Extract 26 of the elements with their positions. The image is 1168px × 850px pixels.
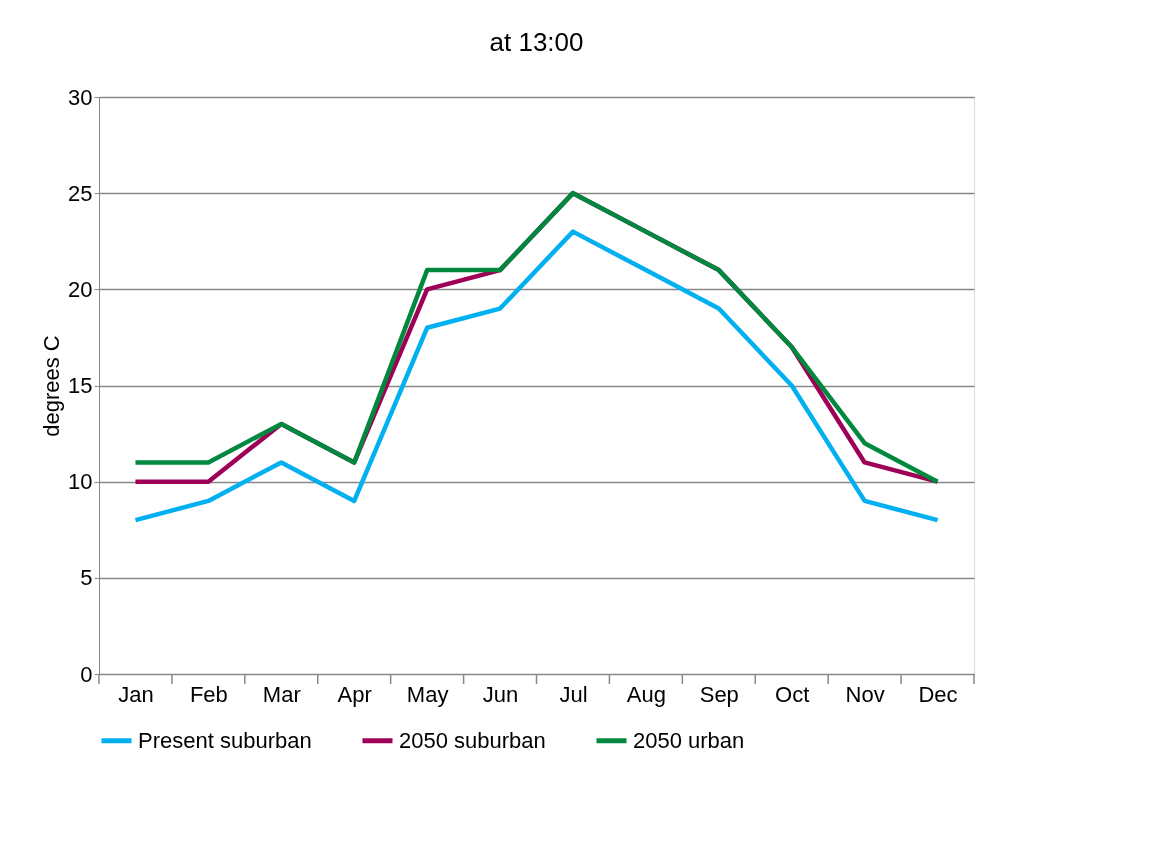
x-tick-label: Feb bbox=[189, 681, 228, 707]
line-series bbox=[133, 229, 940, 523]
y-axis-title: degrees C bbox=[39, 335, 65, 437]
chart-title: at 13:00 bbox=[489, 27, 584, 57]
x-tick-label: May bbox=[406, 681, 449, 707]
legend-label: 2050 suburban bbox=[399, 727, 546, 753]
legend-label: Present suburban bbox=[138, 727, 312, 753]
x-tick-label: Sep bbox=[699, 681, 739, 707]
legend-label: 2050 urban bbox=[633, 727, 745, 753]
y-tick-label: 10 bbox=[68, 469, 93, 495]
y-tick-label: 30 bbox=[68, 84, 93, 110]
x-tick-label: Mar bbox=[262, 681, 301, 707]
y-tick-label: 5 bbox=[80, 565, 93, 591]
y-tick-label: 20 bbox=[68, 276, 93, 302]
y-tick-label: 0 bbox=[80, 661, 93, 687]
x-tick-label: Jul bbox=[559, 681, 588, 707]
y-tick-label: 25 bbox=[68, 180, 93, 206]
x-tick-label: Oct bbox=[775, 681, 810, 707]
x-tick-label: Aug bbox=[626, 681, 666, 707]
x-tick-label: Dec bbox=[918, 681, 958, 707]
line-series bbox=[133, 190, 940, 484]
x-tick-label: Jan bbox=[118, 681, 154, 707]
x-tick-label: Nov bbox=[845, 681, 885, 707]
x-tick-label: Apr bbox=[337, 681, 372, 707]
x-tick-label: Jun bbox=[482, 681, 519, 707]
y-tick-label: 15 bbox=[68, 373, 93, 398]
